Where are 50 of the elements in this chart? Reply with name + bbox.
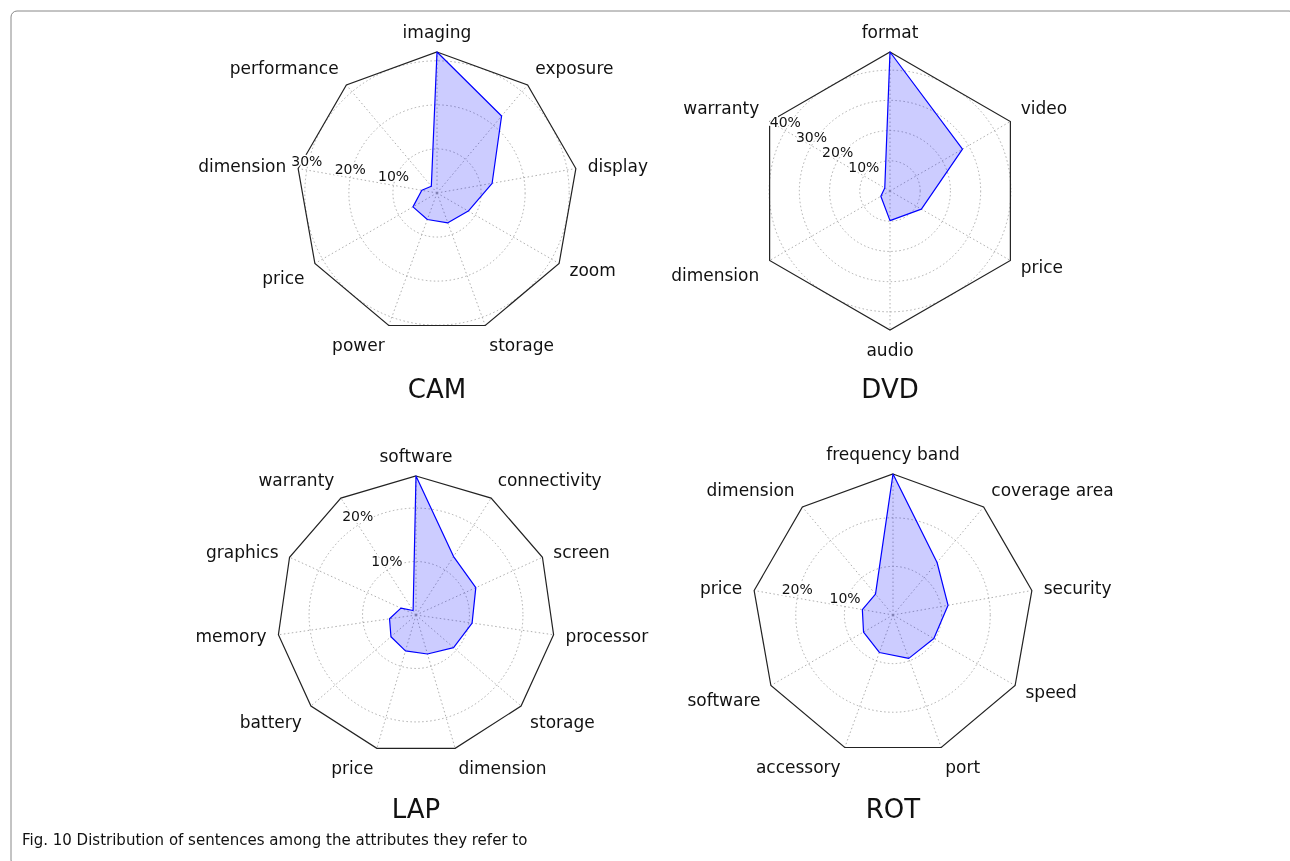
spoke-label: coverage area [991,479,1114,500]
spoke-label: performance [229,57,339,78]
spoke-label: security [1043,578,1112,599]
text: DVD [861,374,919,404]
spoke-label: warranty [683,97,760,118]
spoke-label: accessory [755,756,841,777]
spoke-label: format [861,22,919,42]
spoke-label: exposure [535,57,614,78]
y-tick-label: 10% [829,589,861,606]
spoke-label: connectivity [497,469,602,490]
spoke-label: graphics [205,542,279,563]
y-tick-label: 20% [822,143,854,160]
spoke-label: warranty [258,469,335,490]
spoke-label: zoom [569,259,616,280]
spoke-label: dimension [706,479,795,500]
spoke-label: port [945,756,981,777]
spoke-label: dimension [458,757,547,778]
spoke-label: price [700,578,743,599]
y-tick-label: 20% [342,508,374,525]
spoke-label: software [687,689,761,710]
spoke-label: battery [239,711,302,732]
spoke-label: price [1020,256,1064,277]
y-tick-label: 30% [795,128,828,145]
spoke-label: storage [530,711,595,732]
spoke-label: video [1020,97,1068,118]
spoke-label: power [332,334,385,355]
spoke-label: software [379,446,453,466]
spoke-label: memory [195,626,267,647]
spoke-label: storage [489,334,554,355]
spoke-label: screen [553,542,610,563]
text: ROT [865,794,921,824]
spoke-label: processor [565,626,649,647]
y-tick-label: 10% [371,553,403,570]
spoke-label: audio [866,340,914,360]
spoke-label: price [262,267,305,288]
y-tick-label: 10% [848,158,880,175]
spoke-label: display [587,156,649,177]
text: CAM [407,374,467,404]
spoke-label: dimension [671,264,760,285]
spoke-label: frequency band [826,444,960,464]
y-tick-label: 40% [769,113,801,130]
spoke-label: price [331,757,374,778]
y-tick-label: 10% [378,168,410,185]
y-tick-label: 20% [334,160,366,177]
spoke-label: imaging [402,22,472,42]
y-tick-label: 20% [781,581,813,598]
spoke-label: dimension [198,156,287,177]
caption: Fig. 10 Distribution of sentences among the attributes they refer to [22,831,528,849]
text: LAP [391,794,441,824]
spoke-label: speed [1025,681,1077,702]
